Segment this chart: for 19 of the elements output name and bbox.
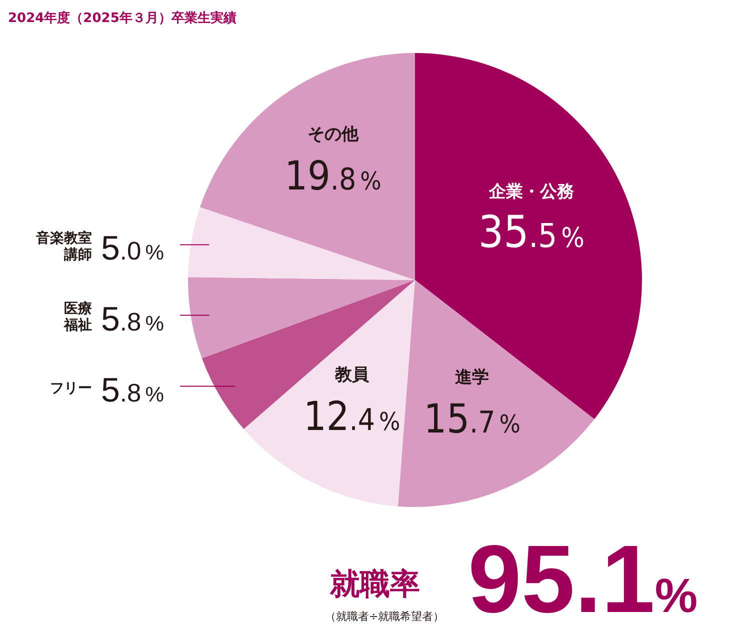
slice-label: 医療福祉: [63, 300, 92, 334]
data-label: 12.4%: [304, 394, 400, 440]
slice-label: その他: [307, 124, 360, 145]
data-label: 35.5%: [478, 207, 584, 258]
data-label: 19.8%: [284, 154, 382, 200]
data-label: 5.8%: [101, 371, 164, 410]
data-label: 15.7%: [424, 396, 520, 443]
text: 就職率: [329, 567, 420, 602]
data-label: 5.0%: [101, 230, 164, 268]
text: （就職者÷就職希望者）: [325, 610, 444, 623]
slice-label: 音楽教室講師: [35, 229, 92, 264]
slice-label: 企業・公務: [488, 182, 574, 202]
pie-slice: [202, 280, 415, 430]
chart-title: 2024年度（2025年３月）卒業生実績: [8, 10, 236, 26]
slice-label: 進学: [455, 368, 490, 388]
data-label: 5.8%: [101, 300, 164, 338]
slice-label: フリー: [50, 380, 92, 396]
text: 95.1%: [468, 526, 698, 630]
slice-label: 教員: [334, 364, 370, 385]
